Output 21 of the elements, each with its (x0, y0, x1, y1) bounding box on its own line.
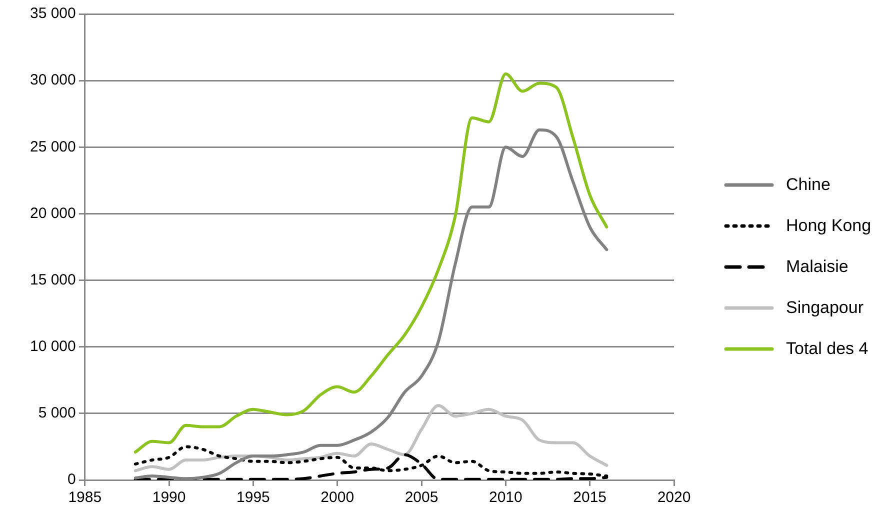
x-tick-label: 1985 (68, 489, 102, 506)
legend-label: Total des 4 (786, 338, 868, 358)
y-tick-label: 25 000 (30, 138, 76, 156)
y-tick-label: 10 000 (30, 338, 76, 355)
legend-label: Singapour (786, 298, 864, 318)
y-tick-label: 20 000 (30, 204, 76, 222)
x-tick-label: 1995 (236, 489, 270, 506)
y-tick-label: 0 (68, 471, 76, 488)
y-tick-label: 5 000 (38, 404, 76, 422)
x-tick-label: 2005 (404, 489, 438, 506)
legend-label: Hong Kong (786, 216, 872, 236)
legend-label: Chine (786, 174, 830, 194)
y-tick-label: 35 000 (30, 5, 76, 22)
x-tick-label: 1990 (152, 489, 186, 506)
x-tick-label: 2010 (488, 489, 522, 506)
y-tick-label: 30 000 (30, 72, 76, 89)
x-tick-label: 2000 (320, 489, 354, 506)
legend-label: Malaisie (786, 256, 848, 276)
x-tick-label: 2015 (573, 489, 607, 506)
y-tick-label: 15 000 (30, 271, 76, 288)
x-tick-label: 2020 (657, 489, 691, 506)
